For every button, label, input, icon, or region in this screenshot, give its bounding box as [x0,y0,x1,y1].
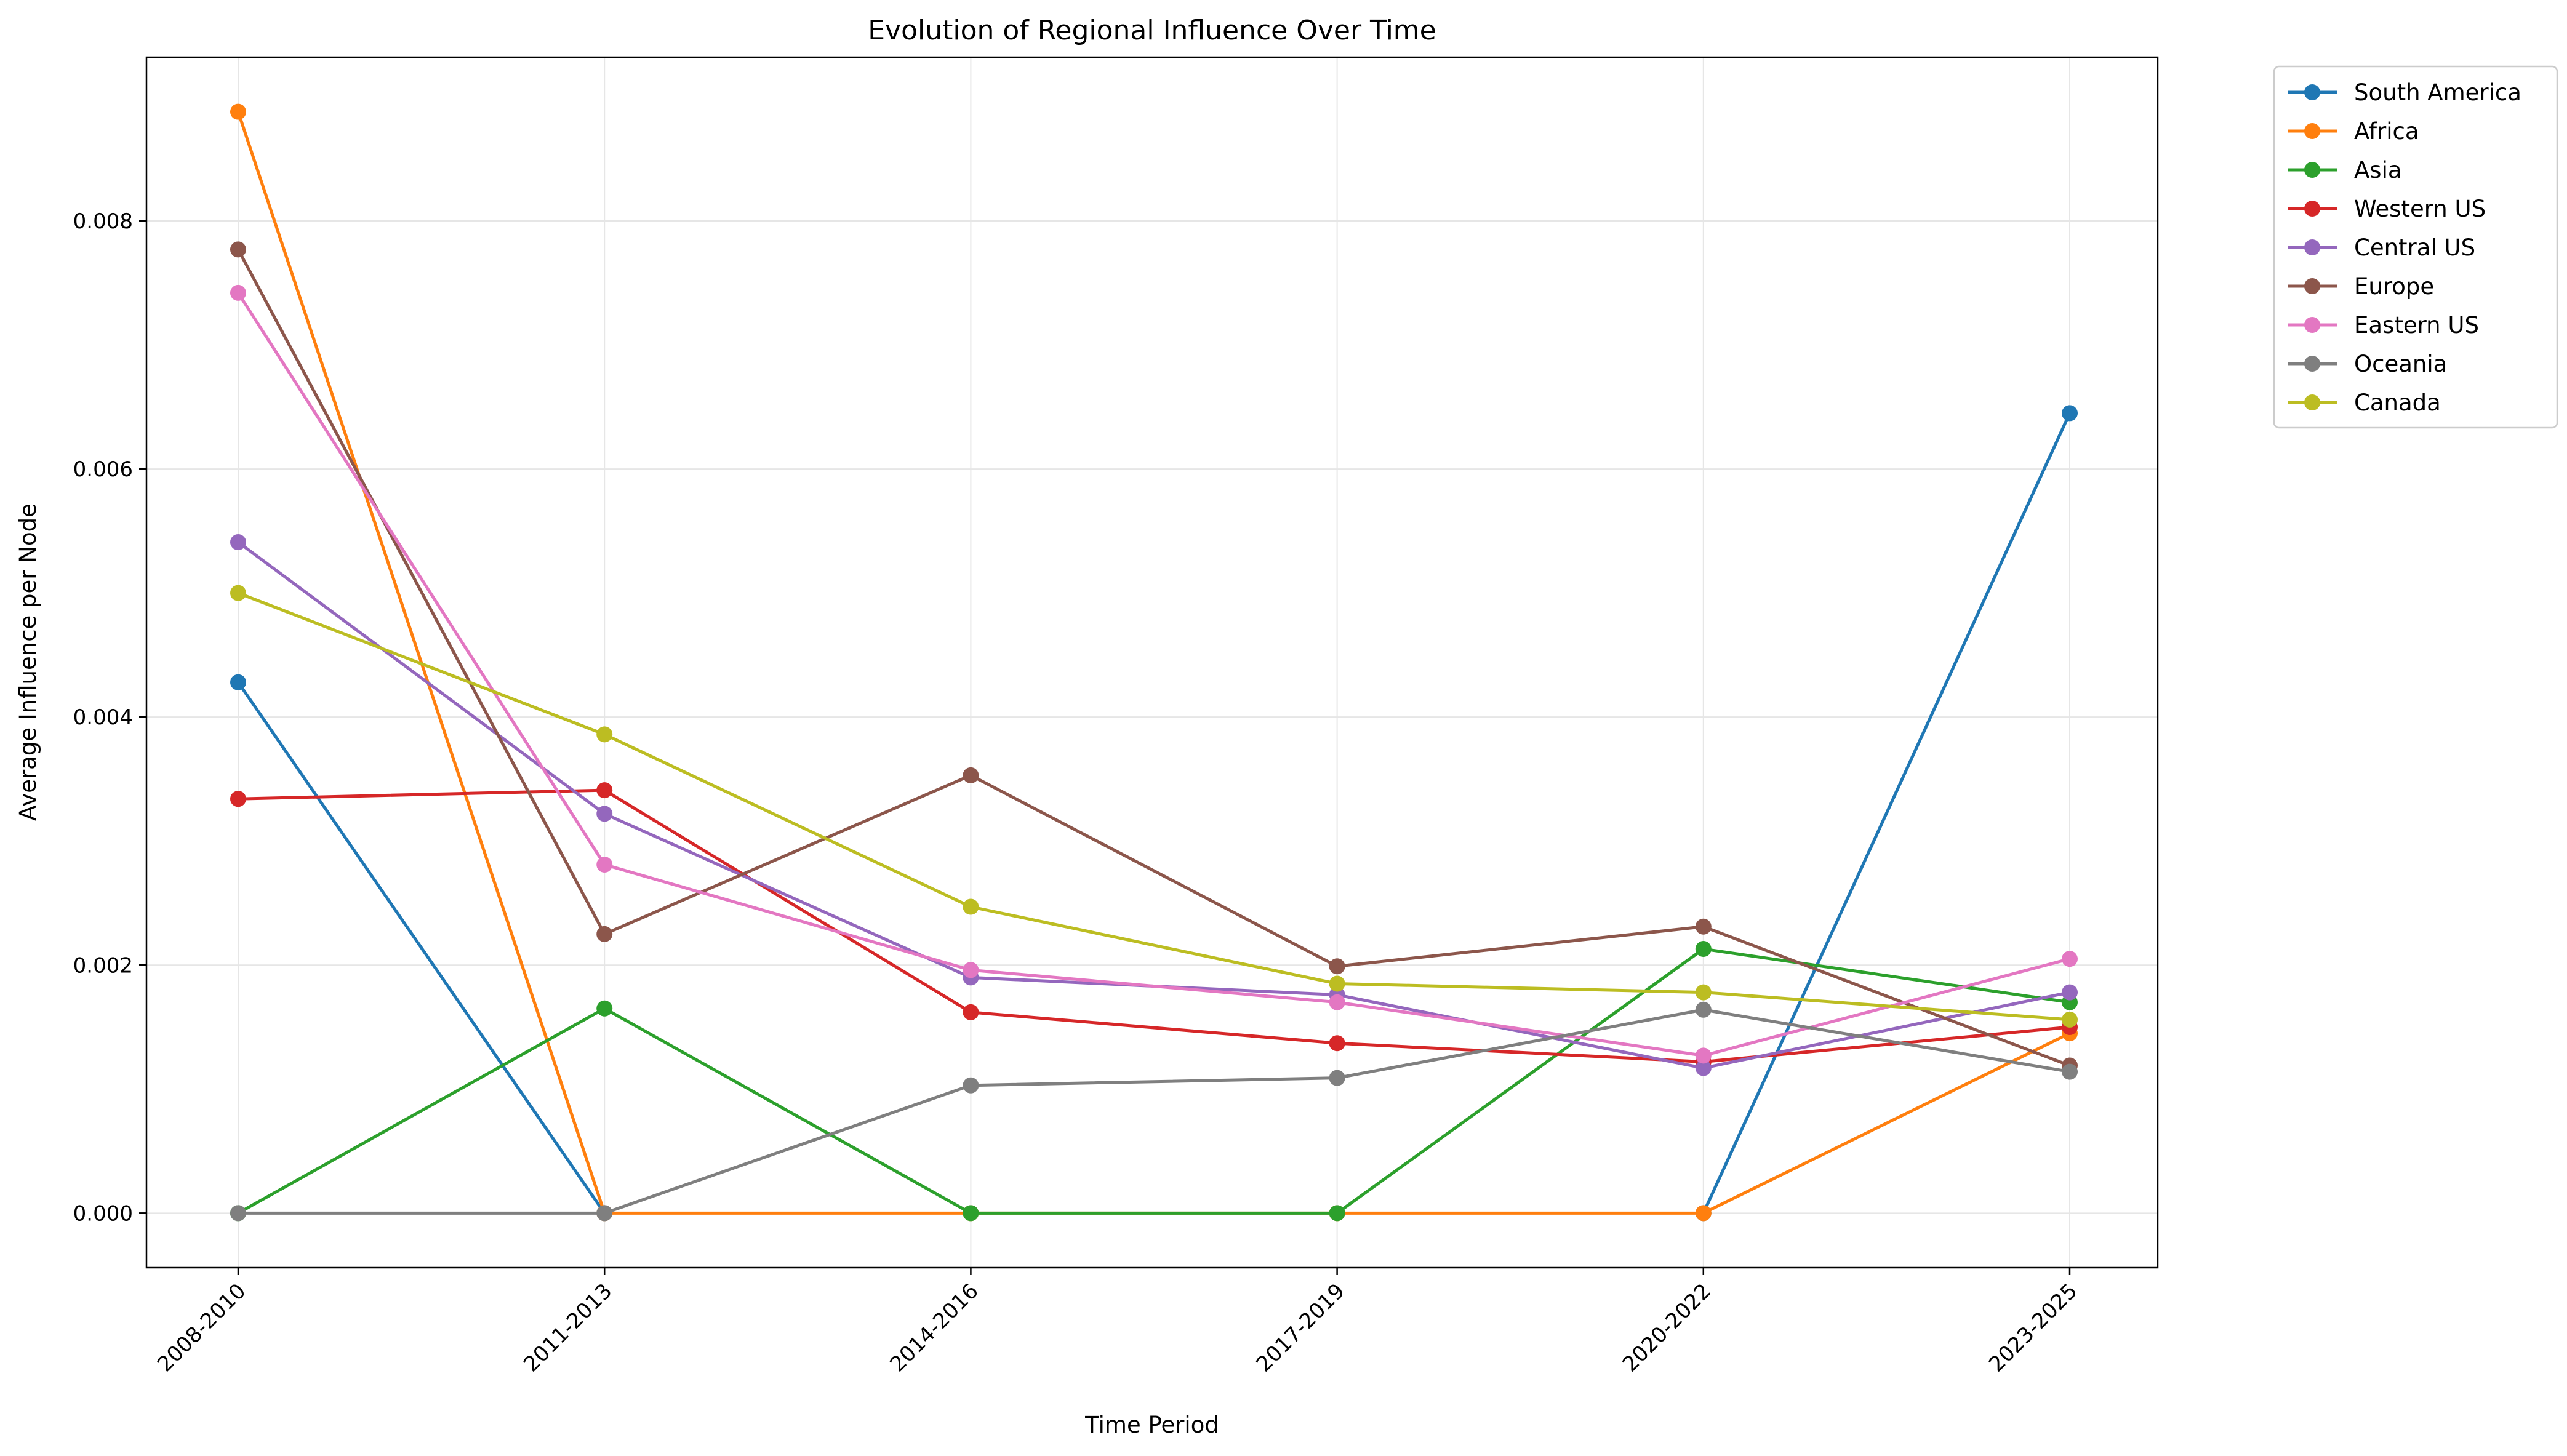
data-point-oceania [1695,1001,1712,1018]
legend-label-western-us: Western US [2354,196,2486,222]
data-point-africa [230,103,246,120]
legend-label-asia: Asia [2354,157,2402,183]
series-line-south-america [236,681,606,1215]
data-point-canada [1695,984,1712,1001]
series-line-eastern-us [236,291,2072,1057]
legend-marker-south-america [2304,84,2320,100]
data-point-europe [963,767,979,783]
series-layer [230,103,2078,1222]
legend-marker-central-us [2304,239,2320,255]
data-point-europe [1329,958,1345,975]
data-point-canada [963,898,979,915]
data-point-eastern-us [230,284,246,301]
data-point-asia [596,1000,613,1017]
legend-marker-asia [2304,162,2320,178]
legend-label-oceania: Oceania [2354,351,2447,377]
data-point-oceania [596,1205,613,1222]
data-point-south-america [230,674,246,690]
x-axis-label: Time Period [1084,1412,1219,1438]
y-tick-label: 0.002 [73,953,133,978]
data-point-europe [230,241,246,258]
data-point-europe [1695,918,1712,935]
plot-frame [145,56,2159,1269]
legend-marker-oceania [2304,356,2320,372]
data-point-oceania [1329,1070,1345,1086]
series-line-canada [236,591,2072,1022]
data-point-eastern-us [1329,994,1345,1010]
legend-marker-western-us [2304,201,2320,217]
legend: South America Africa Asia Western US Central… [2273,65,2558,429]
data-point-central-us [230,534,246,551]
legend-label-africa: Africa [2354,118,2419,145]
legend-marker-canada [2304,394,2320,410]
series-eastern-us [230,284,2078,1064]
data-point-oceania [963,1077,979,1094]
data-point-oceania [230,1205,246,1222]
data-point-western-us [230,791,246,807]
data-point-eastern-us [963,962,979,978]
data-point-western-us [963,1004,979,1020]
data-point-eastern-us [596,857,613,873]
y-tick-label: 0.008 [73,209,133,234]
data-point-western-us [1329,1035,1345,1052]
data-point-central-us [2062,984,2078,1001]
data-point-canada [1329,975,1345,992]
series-line-south-america [1702,411,2072,1215]
data-point-africa [1695,1205,1712,1222]
data-point-asia [1329,1205,1345,1222]
series-line-europe [236,247,2072,1067]
data-point-canada [596,726,613,743]
series-oceania [230,1001,2078,1222]
legend-box [2273,65,2558,429]
legend-label-central-us: Central US [2354,234,2475,261]
legend-label-canada: Canada [2354,390,2441,416]
data-point-oceania [2062,1063,2078,1080]
series-canada [230,585,2078,1028]
series-line-oceania [236,1008,2072,1215]
data-point-central-us [596,806,613,822]
data-point-eastern-us [2062,951,2078,967]
data-point-western-us [596,782,613,799]
legend-marker-europe [2304,278,2320,294]
data-point-eastern-us [1695,1047,1712,1064]
series-line-asia [236,947,2072,1215]
y-tick-label: 0.004 [73,705,133,730]
y-tick-label: 0.006 [73,457,133,482]
data-point-europe [596,926,613,942]
legend-label-south-america: South America [2354,79,2521,106]
legend-label-eastern-us: Eastern US [2354,312,2479,338]
legend-label-europe: Europe [2354,273,2434,300]
data-point-canada [2062,1011,2078,1028]
data-point-south-america [2062,405,2078,422]
data-point-asia [963,1205,979,1222]
y-tick-label: 0.000 [73,1201,133,1226]
legend-marker-africa [2304,123,2320,139]
data-point-asia [1695,941,1712,958]
legend-marker-eastern-us [2304,317,2320,333]
chart-title: Evolution of Regional Influence Over Tim… [868,15,1436,46]
data-point-central-us [1695,1060,1712,1076]
y-axis-label: Average Influence per Node [15,503,41,821]
data-point-canada [230,585,246,601]
